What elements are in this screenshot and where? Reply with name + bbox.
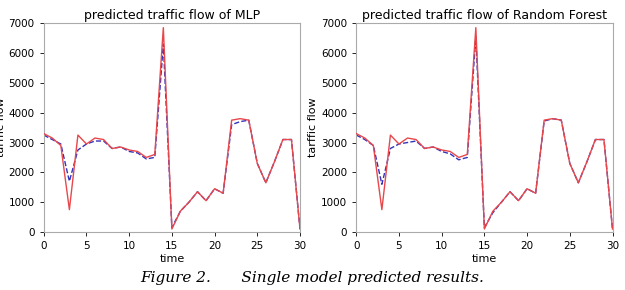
Y-axis label: tarffic flow: tarffic flow — [308, 98, 318, 157]
X-axis label: time: time — [472, 254, 497, 264]
Title: predicted traffic flow of MLP: predicted traffic flow of MLP — [84, 9, 260, 22]
Y-axis label: tarffic flow: tarffic flow — [0, 98, 6, 157]
X-axis label: time: time — [159, 254, 184, 264]
Text: Figure 2.  Single model predicted results.: Figure 2. Single model predicted results… — [141, 271, 484, 285]
Title: predicted traffic flow of Random Forest: predicted traffic flow of Random Forest — [362, 9, 607, 22]
